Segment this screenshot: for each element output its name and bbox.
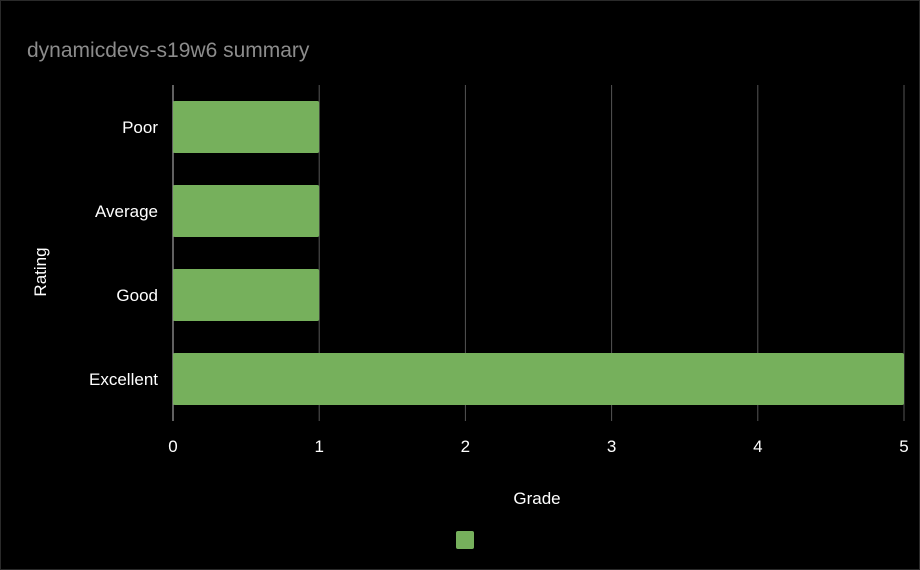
y-axis-title: Rating: [31, 247, 50, 296]
category-label: Average: [95, 202, 158, 221]
bar-average: [173, 184, 320, 238]
x-tick-label: 3: [607, 437, 616, 456]
category-label: Good: [116, 286, 158, 305]
bar-poor: [173, 100, 320, 154]
legend-swatch: [456, 531, 474, 549]
x-tick-labels: 0 1 2 3 4 5: [168, 437, 908, 456]
bars: [173, 100, 904, 406]
category-labels: Poor Average Good Excellent: [89, 118, 158, 389]
legend: [456, 531, 474, 549]
x-tick-label: 0: [168, 437, 177, 456]
x-tick-label: 4: [753, 437, 762, 456]
bar-excellent: [173, 352, 904, 406]
x-axis-title: Grade: [513, 489, 560, 508]
bar-good: [173, 268, 320, 322]
category-label: Poor: [122, 118, 158, 137]
x-tick-label: 2: [461, 437, 470, 456]
x-tick-label: 5: [899, 437, 908, 456]
category-label: Excellent: [89, 370, 158, 389]
x-tick-label: 1: [314, 437, 323, 456]
chart-title: dynamicdevs-s19w6 summary: [27, 39, 310, 62]
